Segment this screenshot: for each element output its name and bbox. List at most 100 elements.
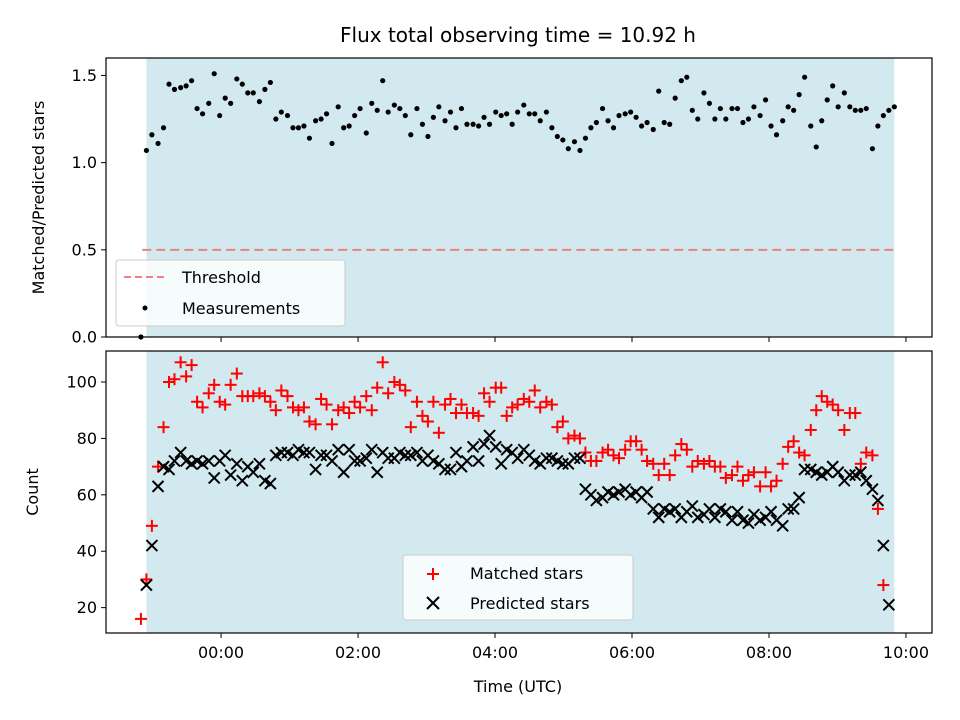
x-tick-label: 04:00: [472, 643, 518, 662]
measurement-point: [346, 123, 352, 129]
top-y-tick-label: 0.0: [72, 328, 97, 347]
predicted-star-marker: [831, 466, 845, 479]
measurement-point: [149, 132, 155, 138]
measurement-point: [199, 111, 206, 117]
measurement-point: [318, 116, 324, 122]
measurement-point: [391, 102, 397, 108]
matched-star-marker: [703, 454, 716, 467]
predicted-star-marker: [860, 474, 873, 487]
measurement-point: [588, 125, 594, 131]
predicted-star-marker: [162, 463, 176, 476]
matched-star-marker: [439, 398, 452, 411]
predicted-star-marker: [742, 516, 755, 530]
matched-star-marker: [821, 395, 834, 408]
matched-star-marker: [641, 454, 654, 467]
measurement-point: [582, 135, 589, 141]
legend-measurements-swatch: [142, 305, 148, 311]
measurement-point: [616, 112, 622, 119]
measurement-point: [206, 100, 212, 106]
measurement-point: [638, 123, 645, 129]
matched-star-marker: [669, 449, 682, 462]
matched-star-marker: [619, 443, 632, 456]
predicted-star-marker: [871, 494, 885, 507]
matched-star-marker: [658, 457, 671, 470]
measurement-point: [509, 121, 515, 127]
predicted-star-marker: [776, 519, 789, 533]
measurement-point: [447, 109, 454, 115]
top-y-axis-label: Matched/Predicted stars: [29, 101, 48, 295]
measurement-point: [605, 118, 611, 124]
measurement-point: [667, 121, 673, 127]
matched-star-marker: [804, 423, 817, 436]
measurement-point: [189, 78, 195, 84]
predicted-star-marker: [202, 454, 215, 468]
measurement-point: [554, 133, 560, 140]
matched-star-marker: [680, 443, 693, 456]
matched-star-marker: [726, 469, 739, 482]
bottom-legend: Matched stars Predicted stars: [402, 554, 634, 621]
bottom-panel: 20 40 60 80 100 00:00 02:00 04:00 06:00 08:00 10:…: [23, 350, 933, 696]
matched-star-marker: [163, 376, 176, 389]
measurement-point: [633, 114, 639, 120]
matched-star-marker: [647, 457, 660, 470]
matched-stars-points: [134, 356, 890, 625]
matched-star-marker: [360, 390, 373, 403]
predicted-star-marker: [540, 451, 553, 465]
matched-star-marker: [371, 381, 384, 394]
matched-star-marker: [556, 415, 569, 428]
measurement-point: [504, 111, 510, 117]
matched-star-marker: [388, 376, 401, 389]
predicted-star-marker: [342, 443, 356, 456]
x-tick-label: 02:00: [335, 643, 381, 662]
legend-predicted-label: Predicted stars: [470, 594, 590, 613]
matched-star-marker: [782, 440, 795, 453]
matched-star-marker: [832, 404, 845, 417]
matched-star-marker: [483, 395, 496, 408]
matched-star-marker: [281, 390, 294, 403]
measurement-point: [869, 146, 876, 152]
measurement-point: [160, 125, 167, 131]
predicted-star-marker: [472, 454, 485, 468]
measurement-point: [880, 112, 886, 119]
matched-star-marker: [180, 370, 193, 383]
matched-star-marker: [612, 452, 625, 465]
matched-star-marker: [815, 390, 828, 403]
predicted-star-marker: [725, 513, 739, 527]
measurement-point: [341, 125, 347, 131]
predicted-star-marker: [647, 502, 660, 516]
bottom-x-ticks: 00:00 02:00 04:00 06:00 08:00 10:00: [198, 633, 929, 662]
predicted-star-marker: [404, 449, 417, 462]
matched-star-marker: [416, 409, 429, 422]
matched-star-marker: [607, 449, 620, 462]
predicted-star-marker: [568, 451, 581, 465]
matched-star-marker: [152, 460, 165, 473]
bot-y-tick-label: 80: [77, 429, 97, 448]
measurement-point: [593, 119, 599, 126]
predicted-star-marker: [365, 443, 378, 456]
measurement-point: [706, 100, 713, 106]
measurement-point: [740, 119, 746, 126]
measurement-point: [808, 123, 814, 129]
measurement-point: [565, 146, 571, 152]
matched-star-marker: [826, 398, 839, 411]
measurement-point: [211, 71, 217, 77]
matched-star-marker: [332, 404, 345, 417]
predicted-star-marker: [686, 499, 699, 513]
x-tick-label: 06:00: [609, 643, 655, 662]
matched-star-marker: [449, 407, 462, 420]
measurement-point: [419, 121, 426, 127]
matched-star-marker: [759, 466, 772, 479]
bot-y-tick-label: 20: [77, 598, 97, 617]
matched-star-marker: [663, 469, 676, 482]
legend-matched-swatch: [427, 568, 439, 580]
measurement-point: [397, 105, 403, 112]
x-tick-label: 00:00: [198, 643, 244, 662]
measurement-point: [819, 118, 825, 124]
matched-star-marker: [467, 407, 480, 420]
predicted-star-marker: [477, 437, 491, 451]
predicted-star-marker: [168, 454, 181, 468]
matched-star-marker: [691, 454, 704, 467]
top-y-tick-label: 0.5: [72, 240, 97, 259]
bot-y-tick-label: 40: [77, 542, 97, 561]
